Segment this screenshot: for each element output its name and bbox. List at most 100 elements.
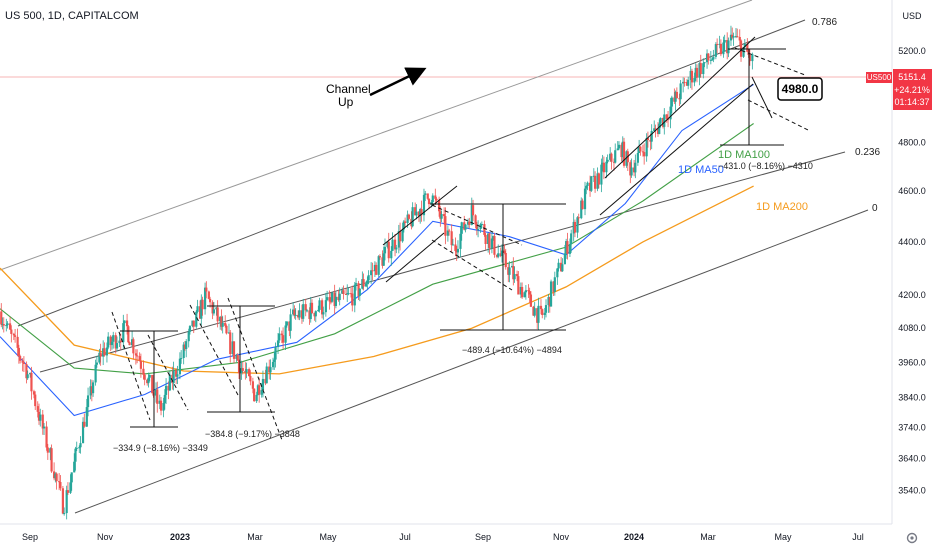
candle-body — [94, 364, 97, 383]
candle-body — [371, 270, 374, 272]
candle-body — [333, 292, 336, 307]
candle-body — [17, 347, 20, 357]
candle-body — [746, 43, 749, 52]
candle-body — [497, 253, 500, 257]
candle-body — [215, 307, 218, 310]
ma100-line — [0, 123, 754, 375]
candle-body — [10, 329, 13, 334]
candle-body — [734, 36, 738, 38]
candle-body — [114, 335, 117, 349]
candle-body — [351, 293, 354, 306]
candle-body — [632, 167, 636, 173]
gear-icon[interactable] — [906, 532, 918, 544]
candle-body — [561, 264, 564, 272]
candle-body — [682, 81, 685, 84]
candle-body — [367, 275, 370, 281]
candle-body — [326, 297, 329, 301]
candle-body — [547, 297, 550, 306]
candle-body — [463, 222, 466, 230]
candle-body — [370, 270, 373, 276]
candle-body — [422, 194, 426, 216]
candle-body — [125, 320, 129, 327]
time-tick-label: Sep — [475, 532, 491, 542]
candle-body — [391, 239, 394, 251]
candle-body — [386, 241, 389, 247]
candle-body — [699, 63, 702, 75]
candle-body — [669, 106, 672, 120]
candle-body — [107, 336, 110, 348]
candle-body — [278, 333, 281, 341]
candle-body — [479, 224, 482, 230]
candle-body — [191, 320, 194, 327]
candle-body — [61, 488, 65, 514]
candle-body — [185, 341, 188, 349]
candle-body — [154, 389, 158, 396]
candle-body — [566, 241, 569, 254]
candle-body — [119, 340, 122, 343]
candle-body — [112, 335, 115, 342]
candle-body — [434, 195, 437, 199]
time-tick-label: Nov — [553, 532, 570, 542]
candle-body — [288, 321, 291, 331]
candle-body — [251, 381, 254, 389]
candle-body — [537, 305, 540, 323]
candle-body — [366, 280, 369, 284]
candle-body — [507, 267, 510, 275]
candle-body — [128, 342, 131, 346]
candle-body — [620, 144, 623, 158]
candle-body — [698, 63, 701, 78]
candle-body — [556, 268, 559, 278]
candle-body — [245, 369, 248, 373]
candle-body — [187, 331, 190, 342]
candle-body — [576, 217, 579, 233]
candle-body — [273, 359, 276, 362]
candle-body — [95, 362, 98, 365]
candle-body — [503, 250, 506, 253]
candle-body — [443, 214, 446, 217]
candle-body — [63, 513, 66, 515]
candle-body — [2, 324, 5, 326]
time-axis[interactable]: Sep Nov 2023 Mar May Jul Sep Nov 2024 Mar May Jul — [0, 523, 932, 550]
time-tick-label: May — [774, 532, 792, 542]
candle-body — [131, 339, 134, 346]
candle-body — [329, 301, 332, 303]
rally-channel-2024-lower — [599, 83, 754, 216]
candle-body — [147, 377, 150, 384]
candle-body — [427, 198, 431, 205]
candle-body — [431, 195, 434, 203]
candle-body — [337, 296, 340, 301]
ma200-label: 1D MA200 — [756, 201, 808, 213]
fib-786-label: 0.786 — [812, 17, 837, 28]
candle-body — [237, 360, 241, 374]
candle-body — [519, 286, 522, 295]
price-tick-label: 4800.0 — [898, 137, 926, 147]
candle-body — [142, 368, 145, 375]
candle-body — [570, 233, 573, 245]
candle-body — [732, 36, 735, 38]
corr-3-a — [431, 204, 523, 246]
candle-body — [240, 368, 243, 374]
currency-label: USD — [902, 11, 922, 21]
candle-body — [742, 47, 745, 57]
candle-body — [110, 341, 114, 346]
candle-body — [21, 360, 24, 363]
candle-body — [674, 91, 677, 102]
candle-body — [102, 348, 105, 357]
candle-body — [451, 244, 455, 246]
candle-body — [712, 56, 715, 60]
candle-body — [702, 63, 705, 75]
candle-body — [139, 360, 143, 369]
candle-body — [543, 312, 546, 315]
price-tick-label: 4200.0 — [898, 290, 926, 300]
candle-body — [358, 288, 361, 296]
candle-body — [118, 340, 121, 344]
candle-body — [324, 300, 327, 313]
candle-body — [524, 290, 527, 293]
plot-area[interactable] — [0, 0, 892, 524]
candle-body — [622, 141, 626, 166]
candle-body — [738, 36, 741, 41]
candle-body — [216, 307, 219, 322]
candle-body — [293, 309, 296, 316]
candle-body — [148, 374, 151, 378]
